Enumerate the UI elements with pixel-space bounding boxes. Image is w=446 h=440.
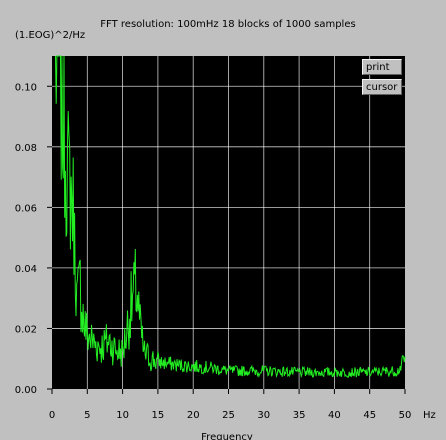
- x-tick-label: 0: [49, 410, 55, 421]
- x-tick-label: 45: [363, 410, 376, 421]
- y-tick-label: 0.08: [15, 143, 37, 154]
- cursor-button[interactable]: cursor: [362, 79, 402, 95]
- x-axis-unit: Hz: [423, 410, 436, 421]
- x-tick-label: 10: [116, 410, 129, 421]
- x-tick-label: 40: [328, 410, 341, 421]
- y-tick-label: 0.00: [15, 385, 37, 396]
- x-tick-label: 15: [152, 410, 165, 421]
- x-axis-label: Frequency: [201, 432, 253, 440]
- y-tick-label: 0.06: [15, 203, 37, 214]
- x-tick-label: 20: [187, 410, 200, 421]
- y-tick-label: 0.10: [15, 82, 37, 93]
- x-tick-label: 25: [222, 410, 235, 421]
- y-tick-label: 0.02: [15, 324, 37, 335]
- chart-title: FFT resolution: 100mHz 18 blocks of 1000…: [100, 19, 355, 30]
- x-tick-label: 30: [257, 410, 270, 421]
- y-axis-label: (1.EOG)^2/Hz: [15, 30, 85, 41]
- y-tick-label: 0.04: [15, 264, 37, 275]
- spectrum-trace: [55, 55, 406, 379]
- print-button[interactable]: print: [362, 59, 402, 75]
- x-tick-label: 5: [84, 410, 90, 421]
- x-tick-label: 35: [293, 410, 306, 421]
- x-tick-label: 50: [399, 410, 412, 421]
